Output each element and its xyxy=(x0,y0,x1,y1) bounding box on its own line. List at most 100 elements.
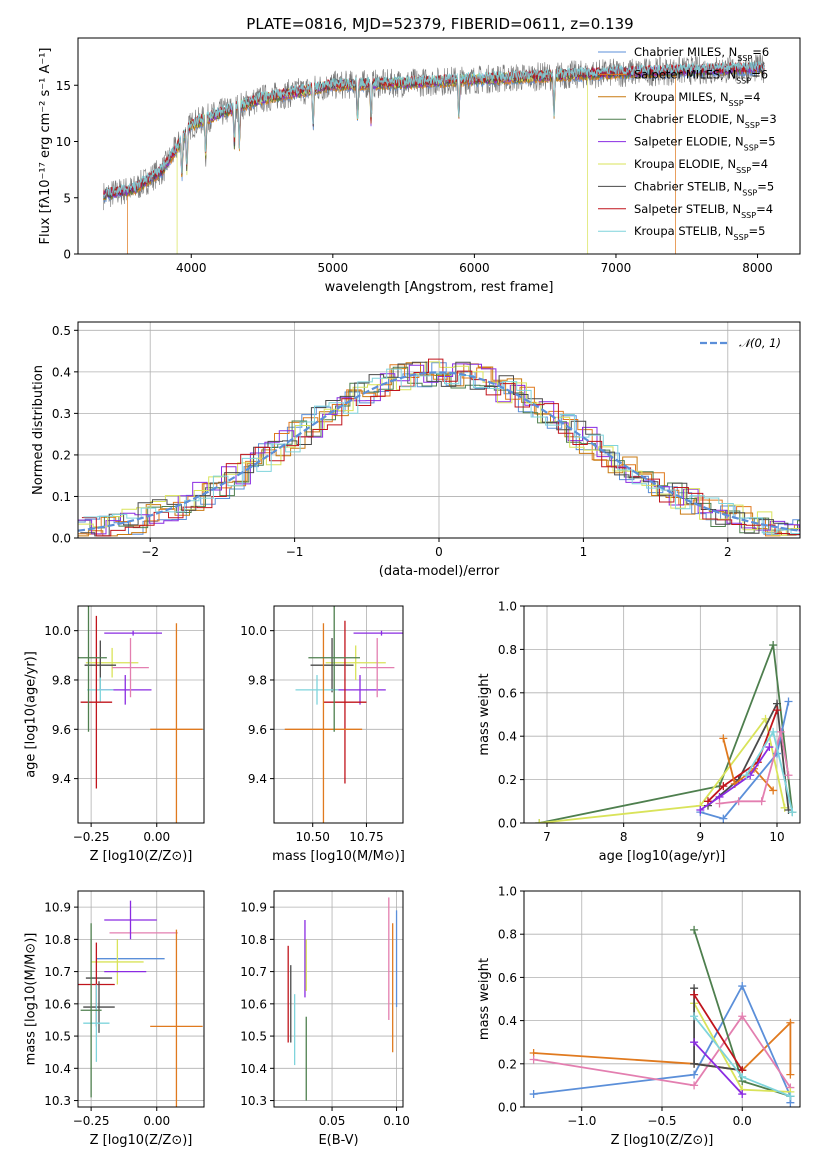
mass-weight-marker xyxy=(738,1090,747,1099)
mass-weight-marker xyxy=(757,797,766,806)
y-tick-label: 0.0 xyxy=(498,817,517,831)
x-tick-label: −2 xyxy=(141,545,159,559)
axes-frame xyxy=(523,605,801,824)
y-tick-label: 0.6 xyxy=(498,971,517,985)
y-tick-label: 0.2 xyxy=(498,773,517,787)
y-tick-label: 0.4 xyxy=(498,1014,517,1028)
residual-histogram-panel: −2 −1 0 1 2 0.0 0.1 0.2 0.3 0.4 0.5 (data-model)/er… xyxy=(31,321,801,579)
legend-entry: Chabrier MILES, NSSP=6 xyxy=(634,45,769,63)
mass-weight-marker xyxy=(690,1081,699,1090)
y-tick-label: 10.4 xyxy=(240,1062,267,1076)
y-axis-label: mass weight xyxy=(477,673,492,755)
y-tick-label: 10.9 xyxy=(44,901,71,915)
y-tick-label: 5 xyxy=(63,191,71,205)
x-axis-label: age [log10(age/yr)] xyxy=(599,849,726,864)
mass-weight-marker xyxy=(696,805,705,814)
mass-weight-marker xyxy=(690,1070,699,1079)
histogram-step-chabrier-stelib xyxy=(80,361,800,537)
mass-weight-line xyxy=(700,701,790,820)
y-tick-label: 0.8 xyxy=(498,928,517,942)
y-tick-label: 10.6 xyxy=(44,997,71,1011)
y-tick-label: 10.0 xyxy=(44,624,71,638)
x-tick-label: 10.75 xyxy=(349,830,383,844)
x-tick-label: 4000 xyxy=(176,261,207,275)
mass-weight-vs-age-panel: 7 8 9 10 0.0 0.2 0.4 0.6 0.8 1.0 age [log10(age/yr… xyxy=(477,600,801,864)
y-tick-label: 10.7 xyxy=(44,965,71,979)
y-tick-label: 0.2 xyxy=(498,1057,517,1071)
y-tick-label: 9.6 xyxy=(52,723,71,737)
x-axis-label: Z [log10(Z/Z⊙)] xyxy=(90,849,193,864)
x-tick-label: 8 xyxy=(620,830,628,844)
mass-weight-line xyxy=(539,716,786,823)
x-tick-label: −0.5 xyxy=(647,1114,676,1128)
x-tick-label: 0.00 xyxy=(143,1114,170,1128)
histogram-step-salpeter-stelib xyxy=(81,358,800,537)
y-tick-label: 10.3 xyxy=(44,1094,71,1108)
histogram-step-chabrier-elodie xyxy=(78,366,800,534)
axes-frame xyxy=(77,37,801,255)
figure-title: PLATE=0816, MJD=52379, FIBERID=0611, z=0… xyxy=(246,15,633,33)
y-tick-label: 0.3 xyxy=(52,407,71,421)
y-tick-label: 0.4 xyxy=(498,730,517,744)
y-axis-label: mass [log10(M/M⊙)] xyxy=(23,933,38,1066)
y-tick-label: 10.9 xyxy=(240,901,267,915)
y-tick-label: 9.6 xyxy=(248,723,267,737)
mass-weight-marker xyxy=(690,1059,699,1068)
mass-weight-marker xyxy=(784,697,793,706)
x-tick-label: 1 xyxy=(580,545,588,559)
histogram-step-salpeter-elodie xyxy=(78,363,800,535)
mass-weight-marker xyxy=(786,1018,795,1027)
x-axis-label: wavelength [Angstrom, rest frame] xyxy=(325,280,554,295)
mass-weight-marker xyxy=(690,925,699,934)
mass-weight-marker xyxy=(742,771,751,780)
mass-weight-marker xyxy=(535,819,544,823)
x-tick-label: 0.10 xyxy=(383,1114,410,1128)
legend-entry: Chabrier ELODIE, NSSP=3 xyxy=(634,112,777,130)
x-tick-label: −0.25 xyxy=(73,1114,110,1128)
y-tick-label: 10.6 xyxy=(240,997,267,1011)
x-tick-label: 0.0 xyxy=(733,1114,752,1128)
y-tick-label: 9.8 xyxy=(248,673,267,687)
axes-frame xyxy=(273,605,404,824)
model-spectrum-kroupa-elodie xyxy=(176,70,589,254)
mass-weight-marker xyxy=(738,1012,747,1021)
axes-frame xyxy=(77,605,205,824)
x-tick-label: −1.0 xyxy=(567,1114,596,1128)
axes-frame xyxy=(273,890,404,1108)
mass-weight-marker xyxy=(788,808,797,817)
y-tick-label: 9.4 xyxy=(248,772,267,786)
mass-weight-line xyxy=(533,1014,792,1089)
mass-weight-vs-metallicity-panel: −1.0 −0.5 0.0 0.0 0.2 0.4 0.6 0.8 1.0 Z [log10(Z/… xyxy=(477,885,801,1148)
y-tick-label: 10.5 xyxy=(44,1030,71,1044)
histogram-step-kroupa-elodie xyxy=(78,361,800,536)
mass-weight-marker xyxy=(765,743,774,752)
mass-weight-marker xyxy=(784,771,793,780)
legend-entry: Salpeter STELIB, NSSP=4 xyxy=(634,202,773,220)
y-tick-label: 10.3 xyxy=(240,1094,267,1108)
mass-weight-line xyxy=(693,994,743,1071)
x-axis-label: Z [log10(Z/Z⊙)] xyxy=(90,1133,193,1148)
legend-entry: Salpeter ELODIE, NSSP=5 xyxy=(634,135,776,153)
mass-weight-marker xyxy=(786,1070,795,1079)
y-tick-label: 15 xyxy=(56,79,71,93)
x-tick-label: 0 xyxy=(435,545,443,559)
y-axis-label: age [log10(age/yr)] xyxy=(23,651,38,778)
x-tick-label: −1 xyxy=(286,545,304,559)
mass-weight-marker xyxy=(690,990,699,999)
x-axis-label: (data-model)/error xyxy=(379,564,500,579)
x-tick-label: 0.05 xyxy=(319,1114,346,1128)
axes-frame xyxy=(77,321,801,539)
legend-entry: 𝒩(0, 1) xyxy=(739,336,781,350)
x-tick-label: 7 xyxy=(543,830,551,844)
y-tick-label: 10.4 xyxy=(44,1062,71,1076)
y-tick-label: 0.0 xyxy=(498,1101,517,1115)
mass-weight-line xyxy=(707,700,790,811)
y-tick-label: 1.0 xyxy=(498,600,517,614)
mass-weight-line xyxy=(707,709,778,802)
mass-weight-marker xyxy=(761,714,770,723)
x-tick-label: 2 xyxy=(724,545,732,559)
axes-frame xyxy=(77,890,205,1108)
y-tick-label: 10.5 xyxy=(240,1030,267,1044)
age-vs-metallicity-panel: −0.25 0.00 9.4 9.6 9.8 10.0 Z [log10(Z/Z⊙)] age… xyxy=(23,605,205,864)
